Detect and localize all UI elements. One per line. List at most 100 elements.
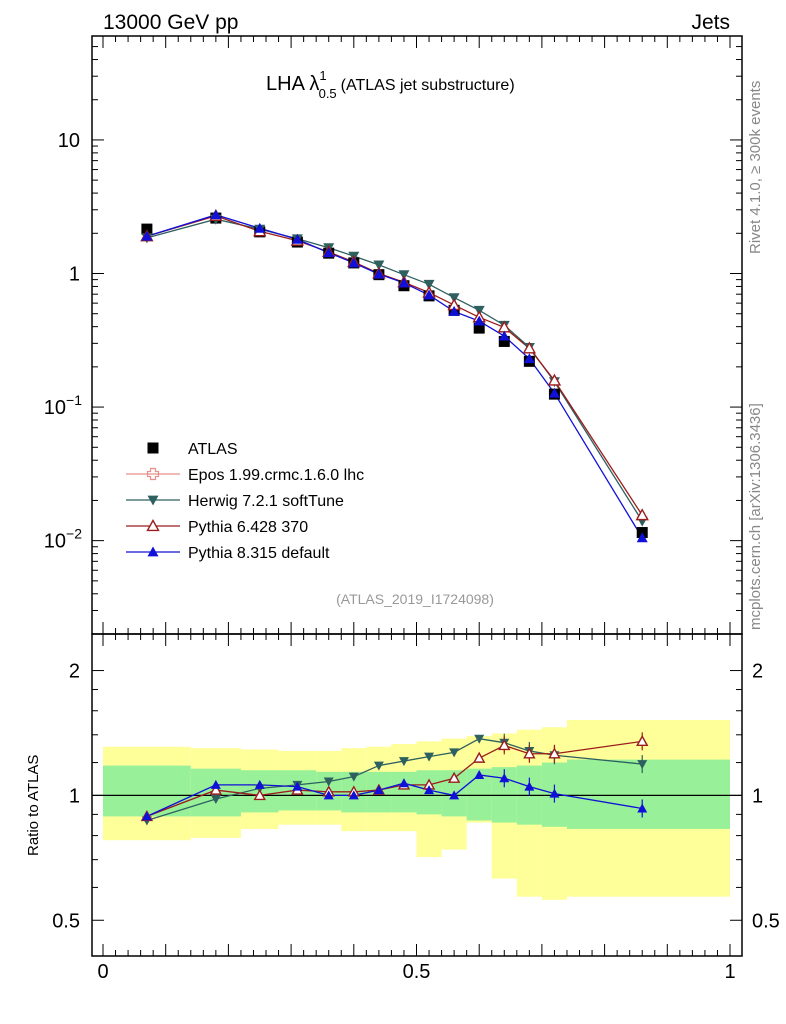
data-point-herwig-7-2-1-softtune-7 <box>398 270 410 281</box>
ratio-point-herwig-7-2-1-softtune-7 <box>398 757 409 767</box>
band-inner-14 <box>566 759 730 829</box>
ratio-point-herwig-7-2-1-softtune-9 <box>449 748 460 758</box>
x-tick-label-2: 1 <box>724 961 735 983</box>
ratio-point-pythia-6-428-370-2 <box>253 788 266 801</box>
legend-entry-pythia-6-428-370: Pythia 6.428 370 <box>126 519 308 536</box>
header-energy-label: 13000 GeV pp <box>103 11 238 34</box>
x-tick-label-1: 0.5 <box>403 961 431 983</box>
data-point-pythia-6-428-370-12 <box>522 341 537 354</box>
data-point-pythia-8-315-default-5 <box>348 257 360 268</box>
ratio-point-pythia-6-428-370-12 <box>523 747 536 759</box>
ratio-point-pythia-8-315-default-12 <box>524 781 535 791</box>
series-line-pythia-8-315-default <box>146 214 643 539</box>
legend-marker-atlas <box>147 442 159 454</box>
ratio-point-pythia-6-428-370-13 <box>548 747 561 759</box>
legend-label: Herwig 7.2.1 softTune <box>188 493 344 510</box>
ratio-point-pythia-6-428-370-1 <box>209 783 223 795</box>
legend-marker-pythia-6-428-370 <box>146 519 160 532</box>
y-tick-label-3: 10−2 <box>44 526 82 553</box>
legend: ATLAS Epos 1.99.crmc.1.6.0 lhc Herwig 7.2.… <box>126 441 364 562</box>
data-point-atlas-11 <box>498 335 510 347</box>
ratio-point-herwig-7-2-1-softtune-6 <box>373 761 384 771</box>
data-point-pythia-8-315-default-3 <box>291 233 303 244</box>
ratio-point-pythia-8-315-default-3 <box>292 781 303 791</box>
legend-label: ATLAS <box>188 441 238 458</box>
ratio-y-tick-label-right-2: 0.5 <box>752 910 780 932</box>
ratio-point-herwig-7-2-1-softtune-10 <box>474 734 485 744</box>
ratio-point-pythia-8-315-default-14 <box>637 803 648 813</box>
data-point-pythia-8-315-default-13 <box>548 387 560 398</box>
ratio-frame <box>91 633 743 957</box>
y-tick-label-0: 10 <box>58 130 80 152</box>
ratio-point-pythia-8-315-default-9 <box>449 790 460 800</box>
ratio-y-label: Ratio to ATLAS <box>25 755 42 856</box>
legend-label: Pythia 8.315 default <box>188 545 330 562</box>
data-point-herwig-7-2-1-softtune-6 <box>373 260 385 271</box>
ratio-y-tick-label-left-2: 0.5 <box>52 910 80 932</box>
data-point-pythia-8-315-default-0 <box>141 230 153 241</box>
data-point-pythia-8-315-default-7 <box>398 277 410 288</box>
ratio-point-herwig-7-2-1-softtune-8 <box>424 752 435 762</box>
ratio-point-pythia-8-315-default-0 <box>141 811 152 821</box>
ratio-point-pythia-8-315-default-11 <box>499 773 510 783</box>
ratio-point-pythia-6-428-370-11 <box>498 738 511 751</box>
ratio-point-pythia-8-315-default-1 <box>210 779 221 789</box>
ratio-panel: 2 21 10.5 0.5 0 0.5 1 <box>52 36 780 983</box>
legend-entry-pythia-8-315-default: Pythia 8.315 default <box>126 545 330 562</box>
ratio-point-herwig-7-2-1-softtune-1 <box>210 795 221 805</box>
data-point-pythia-8-315-default-12 <box>523 353 535 364</box>
data-point-pythia-8-315-default-8 <box>423 289 435 300</box>
ratio-point-pythia-6-428-370-10 <box>473 751 486 763</box>
ratio-point-pythia-6-428-370-14 <box>636 734 649 747</box>
data-point-pythia-8-315-default-2 <box>254 222 266 233</box>
ratio-point-herwig-7-2-1-softtune-4 <box>323 777 334 787</box>
x-axis: 0 0.5 1 <box>97 36 736 983</box>
ratio-y-tick-label-left-0: 2 <box>69 661 80 683</box>
main-y-axis: 10 1 10−1 10−2 <box>44 35 742 635</box>
ratio-y-axis: 2 2 1 1 0.5 0.5 <box>52 661 780 933</box>
ratio-point-pythia-8-315-default-10 <box>474 769 485 779</box>
legend-entry-herwig-7-2-1-softtune: Herwig 7.2.1 softTune <box>126 493 344 510</box>
data-point-pythia-8-315-default-11 <box>498 330 510 341</box>
header-process-label: Jets <box>691 11 730 34</box>
data-point-pythia-8-315-default-10 <box>473 315 485 326</box>
legend-marker-herwig-7-2-1-softtune <box>147 495 159 506</box>
main-panel: 10 1 10−1 10−2 <box>44 35 742 635</box>
data-point-pythia-8-315-default-4 <box>323 247 335 258</box>
data-point-pythia-8-315-default-14 <box>636 532 648 543</box>
data-point-herwig-7-2-1-softtune-9 <box>448 293 460 304</box>
side-label-rivet: Rivet 4.1.0, ≥ 300k events <box>747 81 764 254</box>
ratio-point-pythia-8-315-default-6 <box>373 785 384 795</box>
ratio-y-tick-label-right-1: 1 <box>752 785 763 807</box>
ratio-point-pythia-8-315-default-7 <box>398 778 409 788</box>
y-tick-label-2: 10−1 <box>44 392 82 419</box>
legend-marker-epos-1-99-crmc-1-6-0-lhc <box>146 467 160 481</box>
data-point-pythia-6-428-370-13 <box>547 373 562 386</box>
legend-entry-atlas: ATLAS <box>147 441 238 458</box>
data-point-pythia-8-315-default-9 <box>448 305 460 316</box>
data-point-atlas-10 <box>473 322 485 334</box>
ratio-point-herwig-7-2-1-softtune-14 <box>637 760 648 770</box>
ratio-y-tick-label-left-1: 1 <box>69 785 80 807</box>
ratio-point-pythia-6-428-370-9 <box>447 771 461 783</box>
plot-title: LHA λ1 0.5 (ATLAS jet substructure) <box>266 68 515 101</box>
y-tick-label-1: 1 <box>69 264 80 286</box>
data-point-pythia-8-315-default-1 <box>210 209 222 220</box>
ratio-point-pythia-8-315-default-2 <box>254 779 265 789</box>
legend-label: Epos 1.99.crmc.1.6.0 lhc <box>188 467 364 484</box>
ratio-point-pythia-8-315-default-8 <box>424 785 435 795</box>
data-point-atlas-0 <box>141 223 153 235</box>
analysis-tag: (ATLAS_2019_I1724098) <box>336 591 494 607</box>
x-tick-label-0: 0 <box>97 961 108 983</box>
data-point-pythia-6-428-370-14 <box>635 508 649 521</box>
side-label-mcplots: mcplots.cern.ch [arXiv:1306.3436] <box>747 403 764 630</box>
ratio-point-pythia-8-315-default-4 <box>323 790 334 800</box>
band-inner-0 <box>103 765 191 817</box>
data-point-herwig-7-2-1-softtune-8 <box>423 279 435 290</box>
ratio-point-pythia-8-315-default-5 <box>348 790 359 800</box>
legend-label: Pythia 6.428 370 <box>188 519 308 536</box>
ratio-point-pythia-8-315-default-13 <box>549 788 560 798</box>
legend-entry-epos-1-99-crmc-1-6-0-lhc: Epos 1.99.crmc.1.6.0 lhc <box>126 467 364 484</box>
ratio-point-herwig-7-2-1-softtune-5 <box>348 772 359 782</box>
